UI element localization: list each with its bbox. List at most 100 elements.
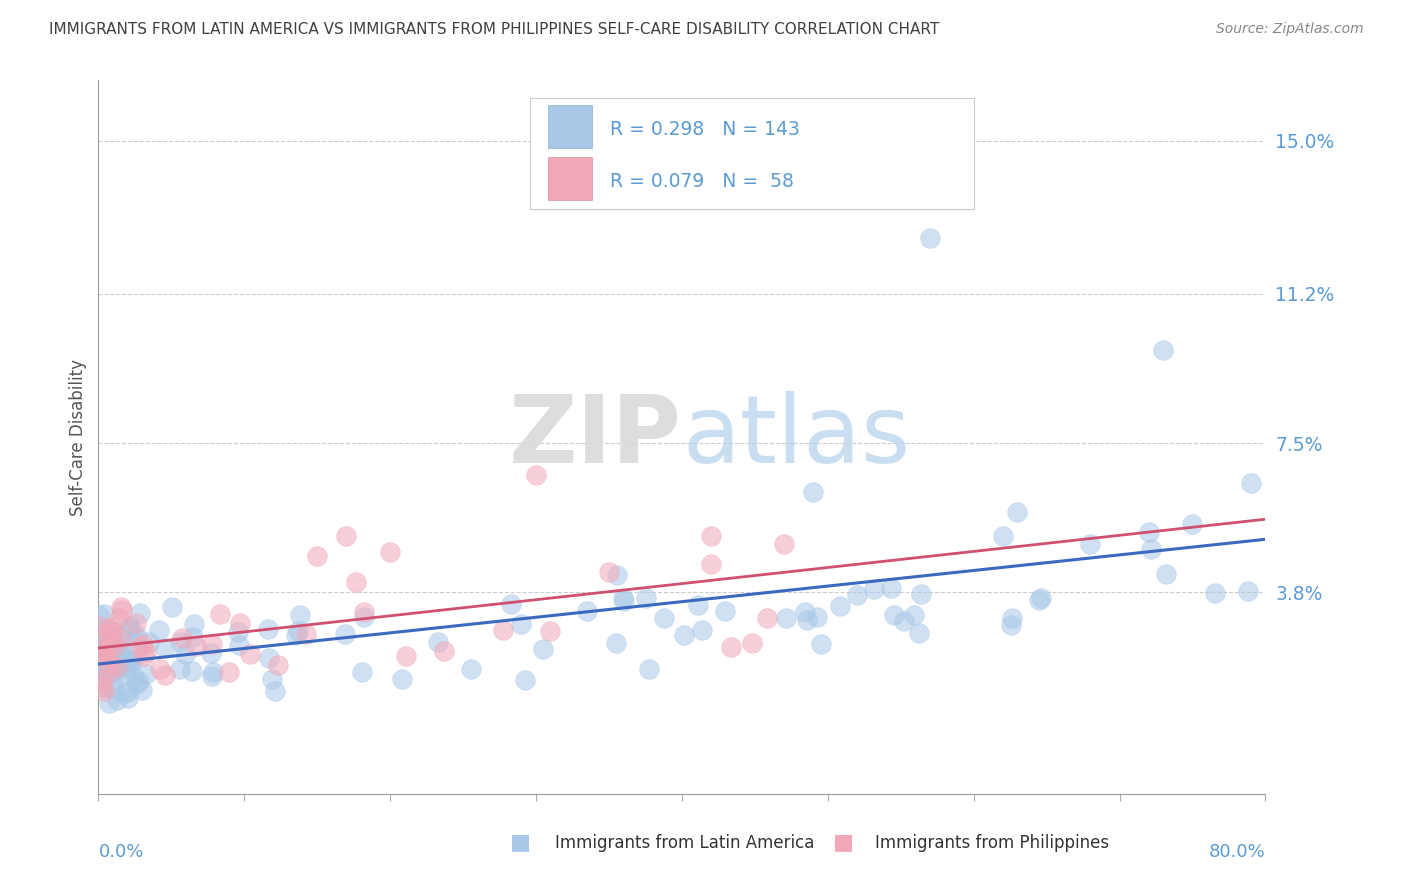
Point xyxy=(491,623,513,637)
Point xyxy=(460,661,482,675)
Point xyxy=(690,623,713,637)
Point xyxy=(91,660,114,674)
Point xyxy=(208,607,231,621)
Point xyxy=(893,614,915,628)
Point xyxy=(256,622,278,636)
Point xyxy=(98,622,121,636)
Text: R = 0.298   N = 143: R = 0.298 N = 143 xyxy=(610,120,800,138)
Point xyxy=(96,627,118,641)
Point xyxy=(352,665,374,680)
Point xyxy=(93,607,115,622)
Text: 0.0%: 0.0% xyxy=(98,843,143,861)
Point xyxy=(118,624,141,639)
Point xyxy=(918,230,941,244)
Point xyxy=(169,662,191,676)
Point xyxy=(129,640,152,655)
Point xyxy=(97,651,120,665)
Point xyxy=(125,631,148,645)
Point xyxy=(93,642,115,657)
Point xyxy=(796,614,818,628)
Point xyxy=(108,645,131,659)
Point xyxy=(353,605,375,619)
Point xyxy=(335,529,357,543)
Point xyxy=(174,647,197,661)
Point xyxy=(700,529,723,543)
Point xyxy=(103,675,125,690)
Point xyxy=(183,617,205,632)
Point xyxy=(153,668,176,682)
Point xyxy=(138,635,160,649)
Point xyxy=(128,674,150,689)
Point xyxy=(801,484,824,499)
Point xyxy=(226,625,249,640)
Point xyxy=(103,625,125,640)
Point xyxy=(101,637,124,651)
Point xyxy=(98,657,121,671)
Point xyxy=(103,657,125,672)
Point xyxy=(90,657,112,671)
Point xyxy=(863,582,886,596)
Point xyxy=(149,662,172,676)
Text: Immigrants from Latin America: Immigrants from Latin America xyxy=(555,834,814,852)
Point xyxy=(880,582,903,596)
Point xyxy=(201,668,224,682)
Point xyxy=(775,611,797,625)
Point xyxy=(991,529,1014,543)
Point xyxy=(124,616,146,631)
Point xyxy=(153,640,176,655)
Point xyxy=(110,631,132,645)
Point xyxy=(131,683,153,698)
Point xyxy=(285,628,308,642)
Point xyxy=(264,683,287,698)
Point xyxy=(1204,585,1226,599)
Point xyxy=(295,627,318,641)
Point xyxy=(773,537,796,551)
Point xyxy=(91,673,114,688)
Point xyxy=(391,672,413,686)
Point xyxy=(111,603,134,617)
Point xyxy=(288,607,311,622)
Point xyxy=(720,640,742,654)
Text: Source: ZipAtlas.com: Source: ZipAtlas.com xyxy=(1216,22,1364,37)
Point xyxy=(598,565,620,579)
Point xyxy=(201,665,224,680)
Point xyxy=(755,611,778,625)
Point xyxy=(741,636,763,650)
Point xyxy=(93,665,115,680)
Point xyxy=(638,662,661,676)
Text: IMMIGRANTS FROM LATIN AMERICA VS IMMIGRANTS FROM PHILIPPINES SELF-CARE DISABILIT: IMMIGRANTS FROM LATIN AMERICA VS IMMIGRA… xyxy=(49,22,939,37)
Point xyxy=(90,659,112,673)
Point xyxy=(700,557,723,571)
Point xyxy=(218,665,240,680)
Point xyxy=(1154,566,1177,581)
Point xyxy=(287,624,309,638)
Point xyxy=(1140,542,1163,557)
Point xyxy=(613,594,636,608)
Point xyxy=(115,668,138,682)
Point xyxy=(120,655,142,669)
Point xyxy=(97,697,120,711)
Point xyxy=(200,646,222,660)
Point xyxy=(531,641,554,656)
Point xyxy=(1029,591,1052,605)
Point xyxy=(883,607,905,622)
Point xyxy=(501,597,523,611)
Point xyxy=(89,619,111,633)
Point xyxy=(612,591,634,605)
Point xyxy=(1181,516,1204,531)
Point xyxy=(793,605,815,619)
Point xyxy=(101,640,124,654)
Point xyxy=(806,610,828,624)
Point xyxy=(87,608,110,623)
Point xyxy=(903,607,925,622)
Point xyxy=(427,635,450,649)
Point xyxy=(908,626,931,640)
Point xyxy=(509,616,531,631)
Point xyxy=(108,637,131,651)
Point xyxy=(93,660,115,674)
Point xyxy=(93,684,115,698)
Point xyxy=(100,628,122,642)
Point xyxy=(124,647,146,661)
Text: ZIP: ZIP xyxy=(509,391,682,483)
Point xyxy=(845,588,868,602)
